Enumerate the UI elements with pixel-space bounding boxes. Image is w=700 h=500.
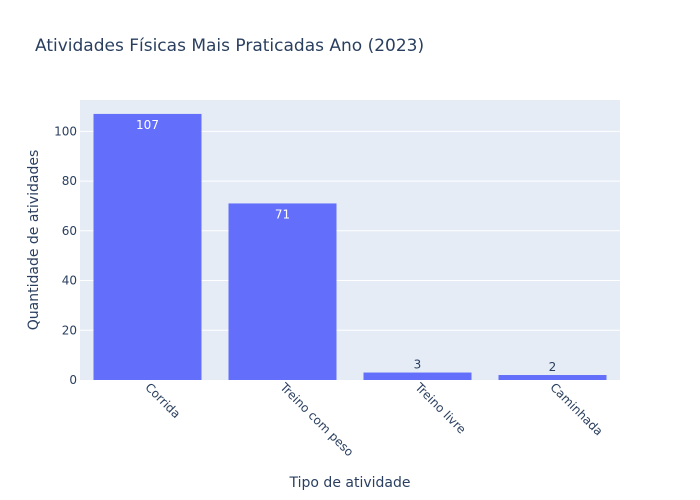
y-tick-label: 40 — [62, 274, 77, 288]
bar-data-label: 3 — [414, 358, 422, 372]
x-tick-labels: Corrida Treino com peso Treino livre Caminh… — [142, 380, 605, 460]
y-tick-labels: 0 20 40 60 80 100 — [54, 124, 77, 387]
y-tick-label: 100 — [54, 124, 77, 138]
bar — [93, 113, 202, 380]
x-tick-label: Treino livre — [412, 380, 469, 437]
x-axis-title: Tipo de atividade — [289, 475, 411, 491]
y-tick-label: 0 — [69, 373, 77, 387]
bar-data-label: 2 — [549, 360, 557, 374]
bar-data-label: 71 — [275, 207, 290, 221]
bars — [93, 113, 607, 380]
chart-title: Atividades Físicas Mais Praticadas Ano (… — [35, 36, 424, 56]
y-tick-label: 80 — [62, 174, 77, 188]
y-tick-label: 60 — [62, 224, 77, 238]
bar-data-labels: 107 71 3 2 — [136, 118, 556, 374]
bar — [228, 203, 337, 380]
bar — [363, 372, 472, 380]
x-tick-label: Caminhada — [547, 380, 605, 438]
bar-data-label: 107 — [136, 118, 159, 132]
y-tick-label: 20 — [62, 323, 77, 337]
bar — [498, 375, 607, 380]
x-tick-label: Corrida — [142, 380, 183, 421]
x-tick-label: Treino com peso — [277, 380, 357, 460]
y-axis-title: Quantidade de atividades — [26, 150, 42, 330]
